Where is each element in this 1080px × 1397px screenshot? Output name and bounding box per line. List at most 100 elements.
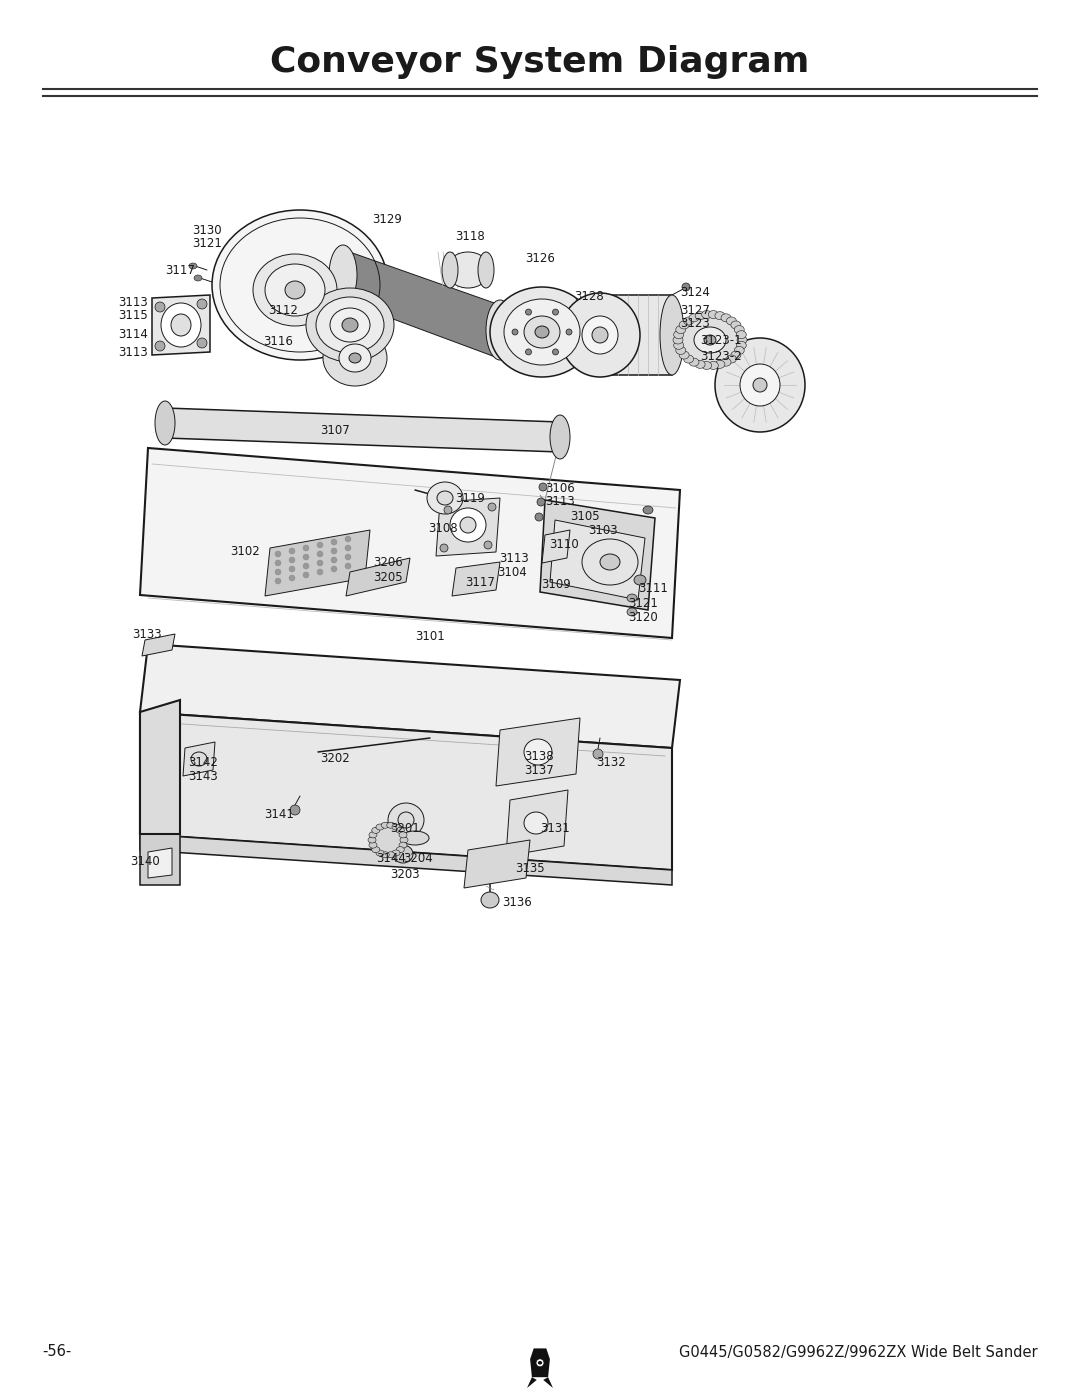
Polygon shape [346, 557, 410, 597]
Text: 3135: 3135 [515, 862, 544, 875]
Ellipse shape [593, 749, 603, 759]
Ellipse shape [393, 845, 413, 863]
Ellipse shape [708, 362, 718, 369]
Ellipse shape [634, 576, 646, 585]
Polygon shape [265, 529, 370, 597]
Ellipse shape [396, 827, 404, 834]
Ellipse shape [275, 578, 281, 584]
Text: 3130: 3130 [192, 224, 222, 237]
Ellipse shape [330, 539, 337, 545]
Text: 3116: 3116 [264, 335, 293, 348]
Ellipse shape [553, 349, 558, 355]
Ellipse shape [694, 327, 726, 353]
Ellipse shape [524, 316, 561, 348]
Polygon shape [600, 295, 672, 374]
Text: 3110: 3110 [549, 538, 579, 550]
Ellipse shape [440, 543, 448, 552]
Text: 3124: 3124 [680, 286, 710, 299]
Ellipse shape [535, 513, 543, 521]
Text: 3203: 3203 [390, 868, 420, 882]
Ellipse shape [681, 284, 690, 291]
Text: 3118: 3118 [455, 231, 485, 243]
Text: 3144: 3144 [376, 852, 406, 865]
Ellipse shape [702, 362, 712, 369]
Ellipse shape [660, 295, 684, 374]
Polygon shape [527, 1377, 537, 1389]
Ellipse shape [696, 360, 705, 369]
Text: 3108: 3108 [428, 522, 458, 535]
Ellipse shape [689, 314, 699, 321]
Ellipse shape [727, 355, 737, 363]
Text: 3120: 3120 [627, 610, 658, 624]
Ellipse shape [676, 346, 686, 355]
Ellipse shape [488, 503, 496, 511]
Ellipse shape [553, 309, 558, 316]
Ellipse shape [592, 327, 608, 344]
Ellipse shape [684, 355, 693, 363]
Ellipse shape [526, 309, 531, 316]
Ellipse shape [684, 317, 693, 326]
Text: 3113: 3113 [499, 552, 529, 564]
Ellipse shape [721, 314, 731, 321]
Ellipse shape [444, 506, 453, 514]
Ellipse shape [537, 497, 545, 506]
Ellipse shape [161, 303, 201, 346]
Ellipse shape [715, 360, 725, 369]
Ellipse shape [561, 293, 640, 377]
Ellipse shape [512, 330, 518, 335]
Ellipse shape [550, 415, 570, 460]
Ellipse shape [345, 545, 351, 550]
Text: 3204: 3204 [403, 852, 433, 865]
Ellipse shape [504, 299, 580, 365]
Polygon shape [140, 644, 680, 747]
Ellipse shape [524, 739, 552, 766]
Ellipse shape [678, 314, 742, 365]
Text: 3126: 3126 [525, 251, 555, 265]
Ellipse shape [372, 827, 380, 834]
Ellipse shape [679, 321, 689, 328]
Ellipse shape [702, 310, 712, 319]
Text: 3131: 3131 [540, 821, 570, 835]
Ellipse shape [289, 576, 295, 581]
Ellipse shape [303, 563, 309, 569]
Polygon shape [464, 840, 530, 888]
Ellipse shape [156, 341, 165, 351]
Text: 3138: 3138 [524, 750, 554, 763]
Ellipse shape [674, 331, 684, 338]
Ellipse shape [490, 286, 594, 377]
Ellipse shape [253, 254, 337, 326]
Text: 3133: 3133 [133, 629, 162, 641]
Ellipse shape [392, 849, 400, 856]
Ellipse shape [345, 536, 351, 542]
Text: 3101: 3101 [415, 630, 445, 643]
Ellipse shape [330, 566, 337, 571]
Text: 3119: 3119 [455, 492, 485, 504]
Polygon shape [140, 821, 180, 886]
Ellipse shape [446, 251, 490, 288]
Ellipse shape [265, 264, 325, 316]
Ellipse shape [437, 490, 453, 504]
Ellipse shape [737, 337, 747, 344]
Ellipse shape [330, 557, 337, 563]
Polygon shape [140, 700, 180, 834]
Ellipse shape [427, 482, 463, 514]
Ellipse shape [330, 548, 337, 555]
Ellipse shape [721, 358, 731, 366]
Ellipse shape [708, 310, 718, 319]
Polygon shape [550, 520, 645, 599]
Ellipse shape [536, 1359, 544, 1366]
Polygon shape [183, 742, 215, 775]
Polygon shape [453, 562, 500, 597]
Ellipse shape [673, 337, 683, 344]
Ellipse shape [368, 837, 376, 842]
Ellipse shape [627, 594, 637, 602]
Ellipse shape [388, 803, 424, 837]
Text: 3117: 3117 [165, 264, 195, 277]
Ellipse shape [306, 288, 394, 362]
Ellipse shape [715, 338, 805, 432]
Text: 3123-2: 3123-2 [700, 351, 742, 363]
Text: 3103: 3103 [588, 524, 618, 536]
Text: 3202: 3202 [320, 752, 350, 766]
Text: 3123: 3123 [680, 317, 710, 330]
Ellipse shape [372, 847, 380, 852]
